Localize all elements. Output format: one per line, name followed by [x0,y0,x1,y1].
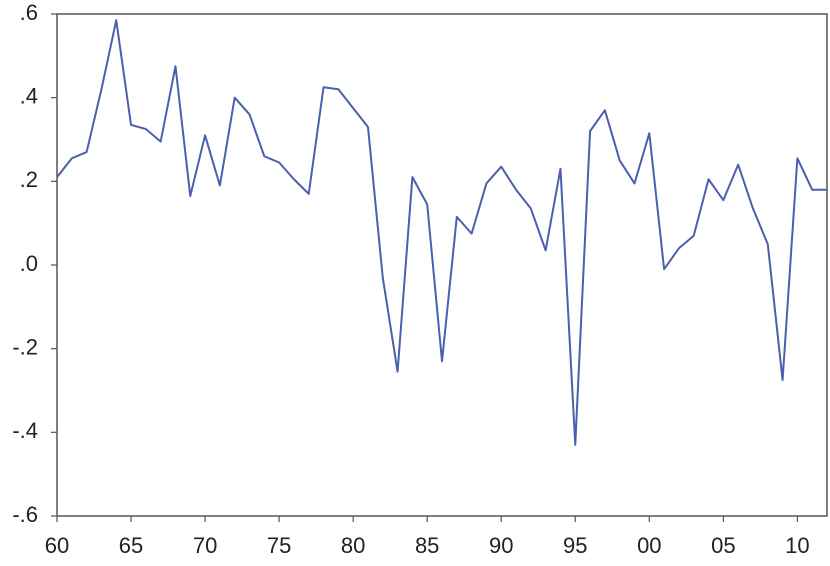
x-tick-label: 90 [489,533,513,558]
x-tick-label: 85 [415,533,439,558]
y-tick-label: .4 [20,83,38,108]
x-tick-label: 70 [193,533,217,558]
y-tick-label: .6 [20,0,38,25]
x-tick-label: 05 [711,533,735,558]
x-tick-label: 95 [563,533,587,558]
y-tick-label: .0 [20,251,38,276]
x-tick-label: 80 [341,533,365,558]
y-tick-label: .2 [20,167,38,192]
data-line [56,19,827,446]
y-tick-label: -.4 [12,418,38,443]
x-tick-label: 75 [267,533,291,558]
plot-frame [56,13,828,517]
y-tick-label: -.6 [12,502,38,527]
x-tick-label: 65 [119,533,143,558]
x-tick-label: 00 [637,533,661,558]
x-tick-label: 60 [45,533,69,558]
y-tick-label: -.2 [12,334,38,359]
x-tick-label: 10 [785,533,809,558]
